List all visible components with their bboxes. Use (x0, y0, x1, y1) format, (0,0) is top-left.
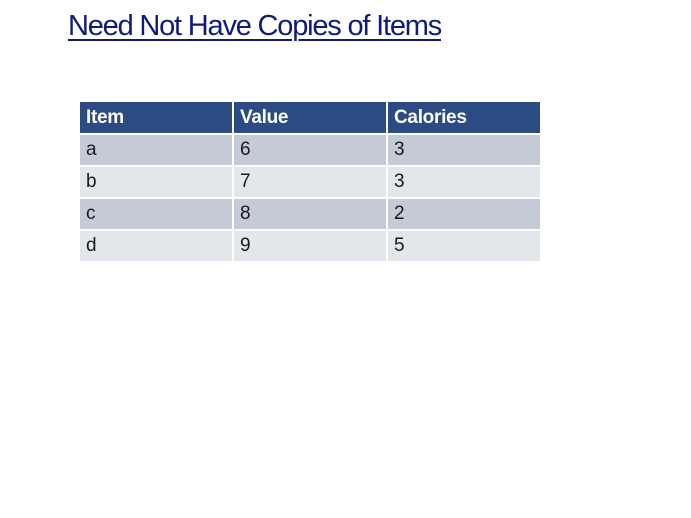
cell-item: c (78, 197, 234, 231)
cell-calories: 3 (386, 165, 542, 199)
table-row: b 7 3 (78, 165, 542, 199)
cell-item: a (78, 133, 234, 167)
cell-item: b (78, 165, 234, 199)
cell-calories: 2 (386, 197, 542, 231)
cell-calories: 3 (386, 133, 542, 167)
table-row: a 6 3 (78, 133, 542, 167)
header-calories: Calories (386, 100, 542, 135)
slide-title: Need Not Have Copies of Items (68, 10, 442, 42)
cell-value: 8 (232, 197, 388, 231)
cell-item: d (78, 229, 234, 263)
cell-value: 7 (232, 165, 388, 199)
table-row: d 9 5 (78, 229, 542, 263)
header-value: Value (232, 100, 388, 135)
cell-calories: 5 (386, 229, 542, 263)
cell-value: 6 (232, 133, 388, 167)
items-table: Item Value Calories a 6 3 b 7 3 c 8 2 d … (78, 100, 542, 263)
header-item: Item (78, 100, 234, 135)
table-row: c 8 2 (78, 197, 542, 231)
cell-value: 9 (232, 229, 388, 263)
table-header-row: Item Value Calories (78, 100, 542, 135)
